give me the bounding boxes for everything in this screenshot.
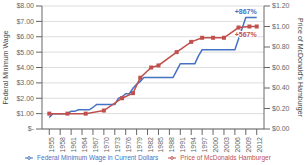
svg-text:1964: 1964 xyxy=(81,137,88,153)
svg-text:1994: 1994 xyxy=(190,137,197,153)
svg-text:2003: 2003 xyxy=(223,137,230,153)
svg-text:$0.60: $0.60 xyxy=(272,64,290,71)
svg-text:Federal Minimum Wage: Federal Minimum Wage xyxy=(2,30,10,104)
svg-text:2012: 2012 xyxy=(256,137,263,153)
svg-text:1988: 1988 xyxy=(168,137,175,153)
svg-text:$7.00: $7.00 xyxy=(16,18,34,25)
svg-text:1961: 1961 xyxy=(70,137,77,153)
svg-text:$6.00: $6.00 xyxy=(16,33,34,40)
svg-text:1985: 1985 xyxy=(157,137,164,153)
svg-text:1958: 1958 xyxy=(59,137,66,153)
svg-text:$5.00: $5.00 xyxy=(16,49,34,56)
html-text:Price of McDonalds Hamburger: Price of McDonalds Hamburger xyxy=(180,154,271,161)
svg-text:Price of McDonald's Hamburger: Price of McDonald's Hamburger xyxy=(296,18,304,118)
svg-text:$0.80: $0.80 xyxy=(272,43,290,50)
svg-text:1982: 1982 xyxy=(147,137,154,153)
svg-text:1973: 1973 xyxy=(114,137,121,153)
svg-text:1997: 1997 xyxy=(201,137,208,153)
svg-text:$0.20: $0.20 xyxy=(272,105,290,112)
svg-text:$3.00: $3.00 xyxy=(16,79,34,86)
svg-text:+567%: +567% xyxy=(235,31,258,38)
svg-text:1976: 1976 xyxy=(125,137,132,153)
svg-text:1967: 1967 xyxy=(92,137,99,153)
svg-text:1955: 1955 xyxy=(48,137,55,153)
svg-text:2000: 2000 xyxy=(212,137,219,153)
svg-text:$4.00: $4.00 xyxy=(16,64,34,71)
svg-text:$1.00: $1.00 xyxy=(272,23,290,30)
svg-text:2009: 2009 xyxy=(245,137,252,153)
svg-text:$8.00: $8.00 xyxy=(16,2,34,9)
svg-text:$0.00: $0.00 xyxy=(272,125,290,132)
svg-text:$1.20: $1.20 xyxy=(272,2,290,9)
svg-text:$2.00: $2.00 xyxy=(16,95,34,102)
svg-text:$-: $- xyxy=(28,125,35,132)
svg-text:1979: 1979 xyxy=(136,137,143,153)
svg-text:1970: 1970 xyxy=(103,137,110,153)
svg-text:2006: 2006 xyxy=(234,137,241,153)
svg-text:$1.00: $1.00 xyxy=(16,110,34,117)
html-text:Federal Minimum Wage in Curren: Federal Minimum Wage in Current Dollars xyxy=(37,154,159,161)
svg-text:1991: 1991 xyxy=(179,137,186,153)
svg-text:$0.40: $0.40 xyxy=(272,84,290,91)
svg-text:+867%: +867% xyxy=(235,8,258,15)
